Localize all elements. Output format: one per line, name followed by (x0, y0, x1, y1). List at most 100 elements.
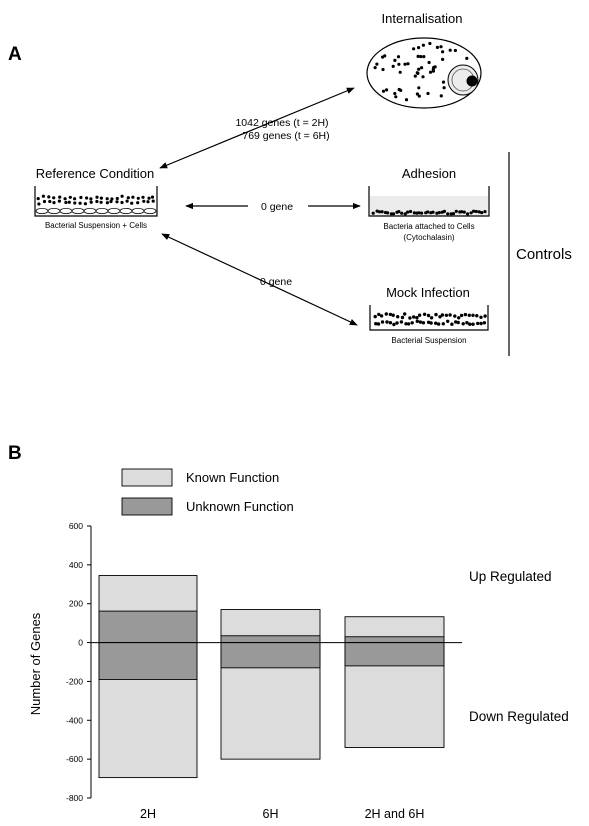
bacterium-dot (147, 196, 151, 200)
bacterium-dot (391, 212, 396, 216)
bacterium-dot (413, 74, 417, 78)
bacterium-dot (105, 201, 109, 205)
genes-2h-label: 1042 genes (t = 2H) (235, 117, 328, 129)
bacterium-dot (436, 322, 441, 326)
up-regulated-label: Up Regulated (469, 569, 552, 584)
bacterium-dot (453, 314, 457, 318)
bacterium-dot (52, 201, 56, 205)
bacterium-dot (83, 202, 87, 206)
bacterium-dot (459, 313, 464, 318)
reference-caption: Bacterial Suspension + Cells (45, 221, 147, 230)
arrow-to-internalisation (159, 87, 355, 169)
adhesion-edge-label: 0 gene (261, 201, 293, 213)
bacterium-dot (467, 313, 471, 317)
bacterium-dot (465, 321, 469, 325)
y-tick-label: 600 (69, 521, 83, 531)
internalisation-title: Internalisation (382, 11, 463, 26)
reference-title: Reference Condition (36, 166, 155, 181)
bacterium-dot (42, 199, 47, 204)
bacterium-dot (400, 211, 404, 215)
bacterium-dot (479, 315, 483, 319)
bacterium-dot (437, 211, 441, 215)
adhesion-well (368, 186, 490, 217)
bacterium-dot (408, 316, 412, 320)
panel-a-label: A (8, 44, 22, 65)
bacterium-dot (403, 62, 407, 66)
phagosome-bacterium (466, 75, 478, 87)
bacterium-dot (420, 211, 424, 215)
bacterium-dot (417, 86, 421, 90)
mock-well (369, 305, 489, 331)
host-cell (143, 207, 157, 214)
bacterium-dot (417, 67, 421, 71)
x-category-label: 6H (263, 807, 279, 821)
bacterium-dot (446, 212, 450, 216)
bacterium-dot (375, 62, 379, 66)
intracellular-bacteria (373, 41, 469, 102)
bacterium-dot (374, 322, 378, 326)
bacterium-dot (385, 320, 389, 324)
bacterium-dot (376, 322, 381, 326)
bacterium-dot (400, 315, 405, 320)
host-cell (71, 207, 85, 214)
bacterium-dot (95, 199, 99, 204)
bacterium-dot (392, 322, 396, 327)
bacterium-dot (429, 321, 433, 325)
bacterium-dot (404, 98, 409, 102)
bacterium-dot (456, 320, 460, 325)
bacterium-dot (406, 322, 411, 326)
bacterium-dot (453, 48, 457, 53)
bacterium-dot (109, 199, 113, 204)
y-tick-label: 200 (69, 599, 83, 609)
bacterium-dot (448, 313, 452, 317)
bacterium-dot (403, 312, 407, 316)
bacterium-dot (110, 197, 114, 201)
bacterium-dot (151, 199, 155, 203)
bacterium-dot (483, 210, 487, 214)
bar-up-unknown (220, 635, 321, 644)
bacterium-dot (480, 211, 484, 215)
x-category-label: 2H and 6H (365, 807, 425, 821)
bacterium-dot (450, 322, 454, 326)
bacterium-dot (474, 209, 478, 214)
bacterium-dot (446, 319, 450, 323)
bacterium-dot (462, 210, 466, 214)
bacterium-dot (415, 92, 419, 96)
bacterium-dot (439, 45, 443, 49)
bacterium-dot (406, 62, 410, 66)
bacterium-dot (441, 57, 445, 62)
host-cell (119, 207, 133, 214)
x-category-label: 2H (140, 807, 156, 821)
bacterium-dot (380, 210, 384, 214)
bar-up-unknown (344, 636, 445, 644)
bacterium-dot (434, 321, 438, 325)
bacterium-dot (418, 320, 423, 324)
bacterium-dot (73, 201, 77, 205)
adhesion-title: Adhesion (402, 166, 456, 181)
bacterium-dot (141, 195, 145, 199)
reference-bacteria (36, 194, 155, 206)
host-cell (47, 207, 61, 214)
bacterium-dot (428, 41, 432, 46)
bacterium-dot (471, 322, 475, 326)
legend-label-known: Known Function (186, 470, 279, 485)
legend-swatch-unknown (121, 497, 173, 516)
bacterium-dot (78, 201, 82, 205)
bacterium-dot (412, 315, 416, 319)
bacterium-dot (451, 212, 456, 216)
bacterium-dot (471, 313, 475, 317)
bacterium-dot (449, 212, 453, 216)
bacterium-dot (466, 212, 470, 216)
host-cell (35, 207, 49, 214)
bacterium-dot (120, 194, 124, 198)
adherent-bacteria (371, 209, 487, 216)
bacterium-dot (79, 195, 83, 200)
host-cell (95, 207, 109, 214)
bacterium-dot (460, 210, 464, 214)
y-tick-label: -200 (66, 676, 83, 686)
bacterium-dot (420, 66, 424, 70)
bacterium-dot (408, 209, 413, 214)
bacterium-dot (377, 210, 382, 214)
bacterium-dot (479, 321, 483, 326)
